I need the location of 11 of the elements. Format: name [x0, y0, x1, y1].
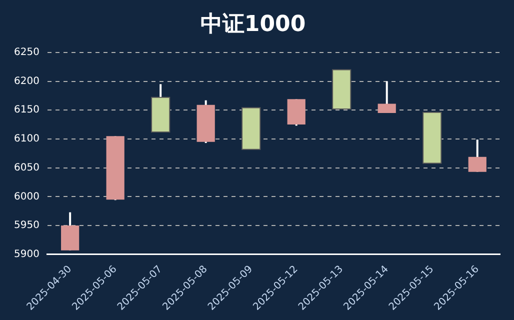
y-tick-label: 6000	[14, 191, 40, 202]
y-tick-label: 6250	[14, 46, 40, 58]
y-tick-label: 5900	[14, 249, 40, 260]
y-tick-label: 6050	[14, 162, 40, 174]
y-tick-label: 6200	[14, 76, 40, 87]
y-tick-label: 6150	[14, 104, 40, 116]
y-tick-label: 5950	[14, 220, 40, 232]
candlestick	[378, 80, 396, 114]
chart-title: 中证1000	[200, 12, 306, 37]
y-tick-label: 6100	[14, 134, 40, 145]
candlestick	[468, 138, 486, 173]
